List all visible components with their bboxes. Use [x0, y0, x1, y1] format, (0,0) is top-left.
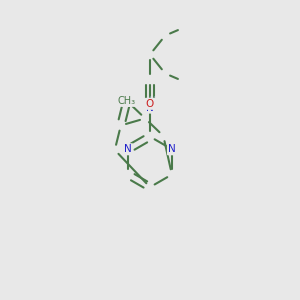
Text: N: N: [146, 103, 154, 112]
Text: N: N: [168, 144, 176, 154]
Text: N: N: [124, 144, 132, 154]
Text: H: H: [148, 96, 155, 105]
Text: O: O: [146, 99, 154, 109]
Text: CH₃: CH₃: [118, 96, 136, 106]
Text: O: O: [123, 96, 131, 106]
